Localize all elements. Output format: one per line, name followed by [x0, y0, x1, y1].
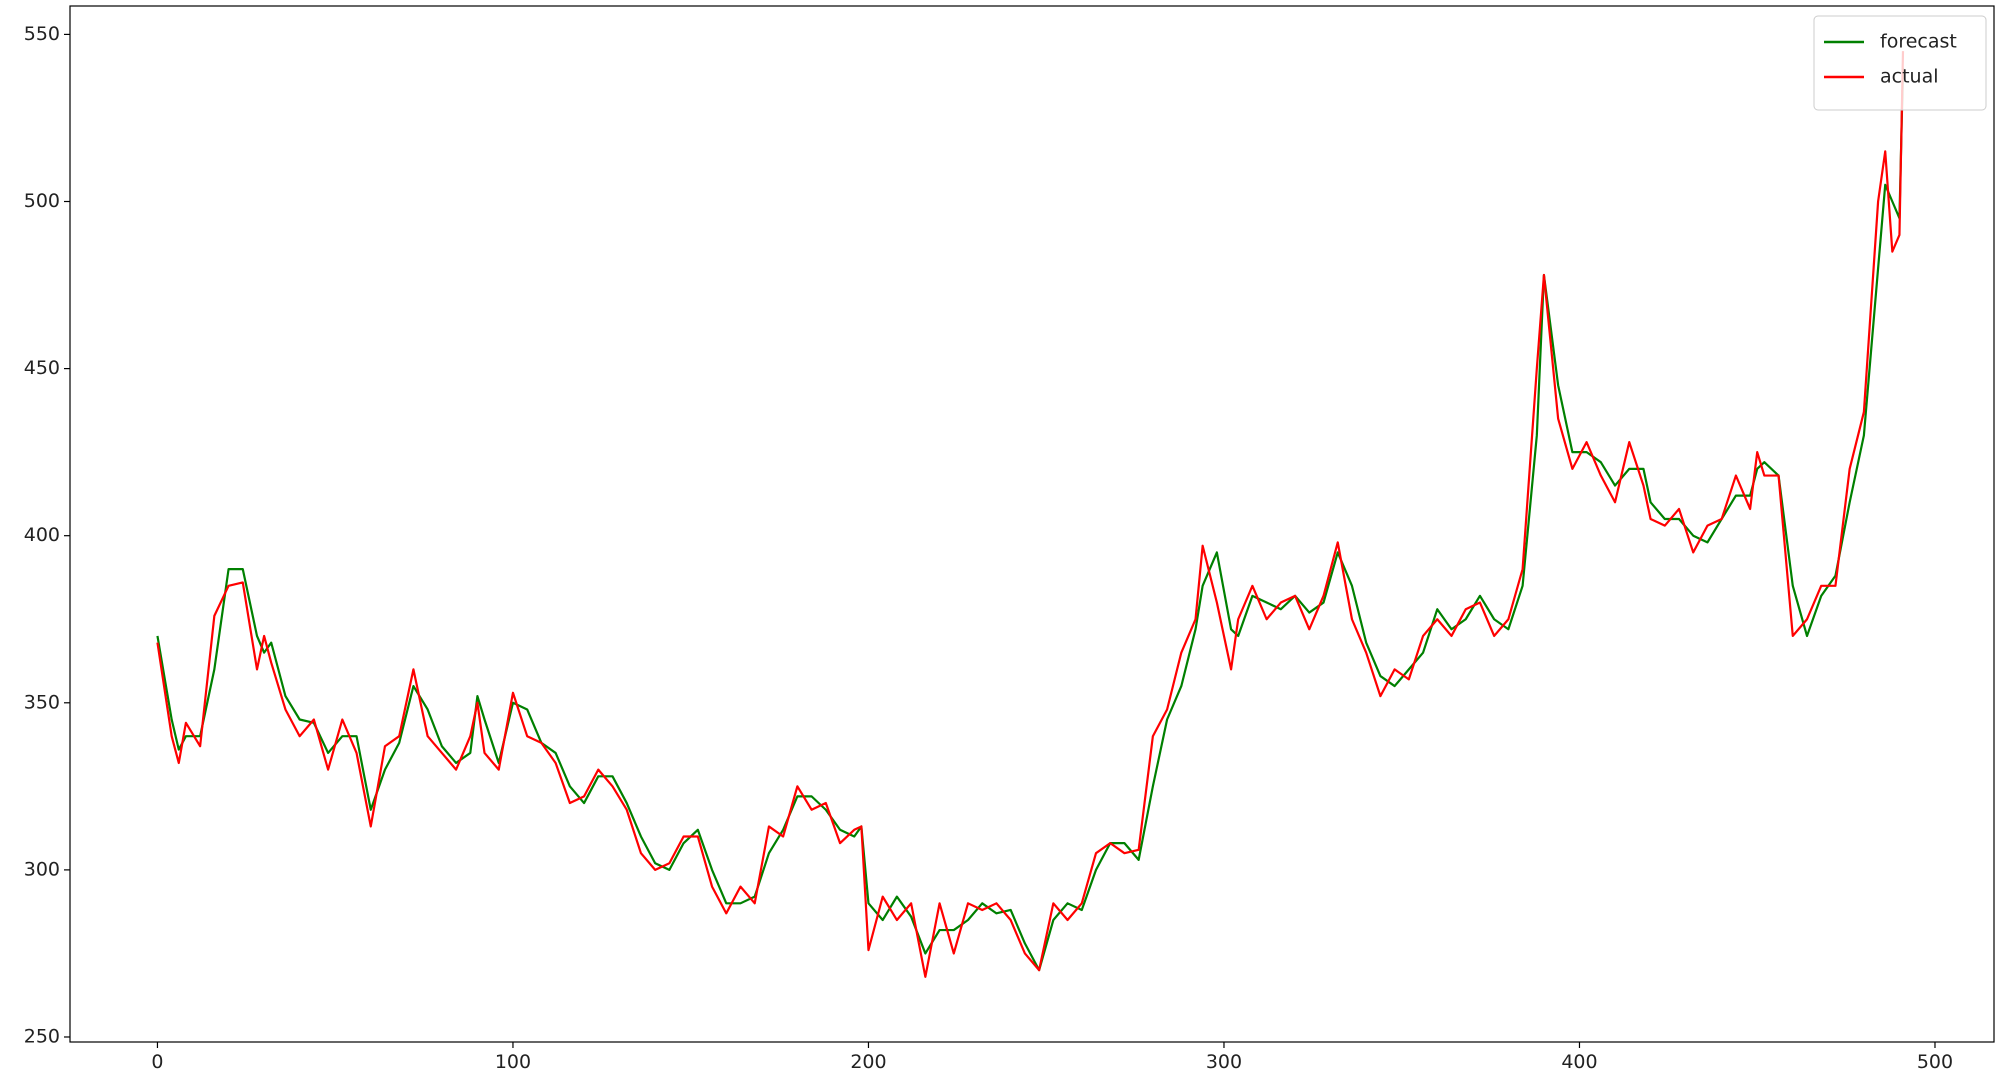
legend-box	[1813, 15, 1987, 111]
y-tick-label: 350	[24, 691, 60, 713]
x-tick-label: 0	[151, 1051, 163, 1073]
x-tick-label: 300	[1206, 1051, 1242, 1073]
y-tick-label: 300	[24, 858, 60, 880]
y-tick-label: 450	[24, 357, 60, 379]
series-line	[156, 67, 1905, 972]
y-tick-label: 400	[24, 524, 60, 546]
x-tick-label: 400	[1561, 1051, 1597, 1073]
legend-label: actual	[1880, 66, 1939, 88]
series-line	[156, 51, 1905, 978]
y-tick-label: 250	[24, 1025, 60, 1047]
x-tick-label: 200	[850, 1051, 886, 1073]
x-tick-label: 100	[495, 1051, 531, 1073]
y-tick-label: 500	[24, 190, 60, 212]
x-tick-label: 500	[1917, 1051, 1953, 1073]
plot-frame	[69, 5, 1995, 1043]
legend-label: forecast	[1880, 31, 1957, 53]
y-tick-label: 550	[24, 23, 60, 45]
